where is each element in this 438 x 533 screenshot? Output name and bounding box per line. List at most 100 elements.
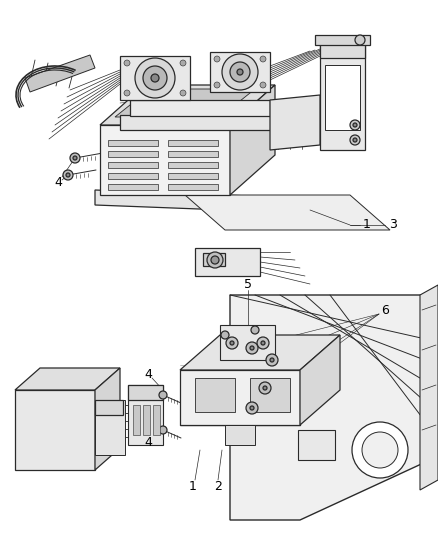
Circle shape [260,82,266,88]
Polygon shape [325,65,360,130]
Polygon shape [168,151,218,157]
Circle shape [135,58,175,98]
Polygon shape [108,162,158,168]
Text: 1: 1 [189,481,197,494]
Polygon shape [143,405,150,435]
Polygon shape [153,405,160,435]
Circle shape [350,135,360,145]
Circle shape [250,346,254,350]
Polygon shape [120,115,275,130]
Polygon shape [108,173,158,179]
Polygon shape [195,248,260,276]
Circle shape [207,252,223,268]
Text: 4: 4 [144,435,152,448]
Circle shape [159,391,167,399]
Polygon shape [320,40,365,150]
Polygon shape [230,295,430,520]
Polygon shape [115,89,255,117]
Polygon shape [210,52,270,92]
Circle shape [230,62,250,82]
Polygon shape [203,253,225,266]
Circle shape [214,82,220,88]
Polygon shape [25,55,95,92]
Circle shape [237,69,243,75]
Polygon shape [108,140,158,146]
Polygon shape [120,56,190,100]
Polygon shape [195,378,235,412]
Polygon shape [225,425,255,445]
Circle shape [222,54,258,90]
Circle shape [257,337,269,349]
Circle shape [221,331,229,339]
Circle shape [66,173,70,177]
Text: 4: 4 [144,368,152,382]
Text: 1: 1 [363,219,371,231]
Circle shape [124,60,130,66]
Polygon shape [185,195,390,230]
Circle shape [151,74,159,82]
Polygon shape [420,285,438,490]
Polygon shape [130,100,270,116]
Polygon shape [95,368,120,470]
Circle shape [259,382,271,394]
Circle shape [246,402,258,414]
Text: 3: 3 [389,219,397,231]
Polygon shape [128,385,163,445]
Text: 2: 2 [214,481,222,494]
Polygon shape [180,335,340,370]
Circle shape [350,120,360,130]
Polygon shape [168,162,218,168]
Circle shape [73,156,77,160]
Polygon shape [108,151,158,157]
Circle shape [353,123,357,127]
Polygon shape [180,370,300,425]
Circle shape [260,56,266,62]
Circle shape [250,406,254,410]
Polygon shape [315,35,370,45]
Circle shape [143,66,167,90]
Circle shape [124,90,130,96]
Text: 5: 5 [244,278,252,290]
Polygon shape [300,335,340,425]
Circle shape [362,432,398,468]
Polygon shape [270,95,320,150]
Circle shape [63,170,73,180]
Polygon shape [220,325,275,360]
Polygon shape [168,140,218,146]
Polygon shape [320,40,365,58]
Polygon shape [298,430,335,460]
Text: 6: 6 [381,303,389,317]
Circle shape [180,60,186,66]
Circle shape [159,426,167,434]
Circle shape [352,422,408,478]
Polygon shape [230,85,275,195]
Polygon shape [95,190,355,215]
Polygon shape [15,390,95,470]
Circle shape [70,153,80,163]
Polygon shape [100,85,275,125]
Polygon shape [128,385,163,400]
Polygon shape [168,173,218,179]
Circle shape [246,342,258,354]
Polygon shape [100,125,230,195]
Polygon shape [168,184,218,190]
Circle shape [353,138,357,142]
Polygon shape [133,405,140,435]
Circle shape [214,56,220,62]
Polygon shape [108,184,158,190]
Circle shape [266,354,278,366]
Polygon shape [95,400,123,415]
Polygon shape [15,368,120,390]
Circle shape [180,90,186,96]
Circle shape [211,256,219,264]
Circle shape [226,337,238,349]
Circle shape [270,358,274,362]
Circle shape [251,326,259,334]
Circle shape [355,35,365,45]
Circle shape [230,341,234,345]
Text: 4: 4 [54,176,62,190]
Polygon shape [250,378,290,412]
Polygon shape [95,400,125,455]
Circle shape [261,341,265,345]
Circle shape [263,386,267,390]
